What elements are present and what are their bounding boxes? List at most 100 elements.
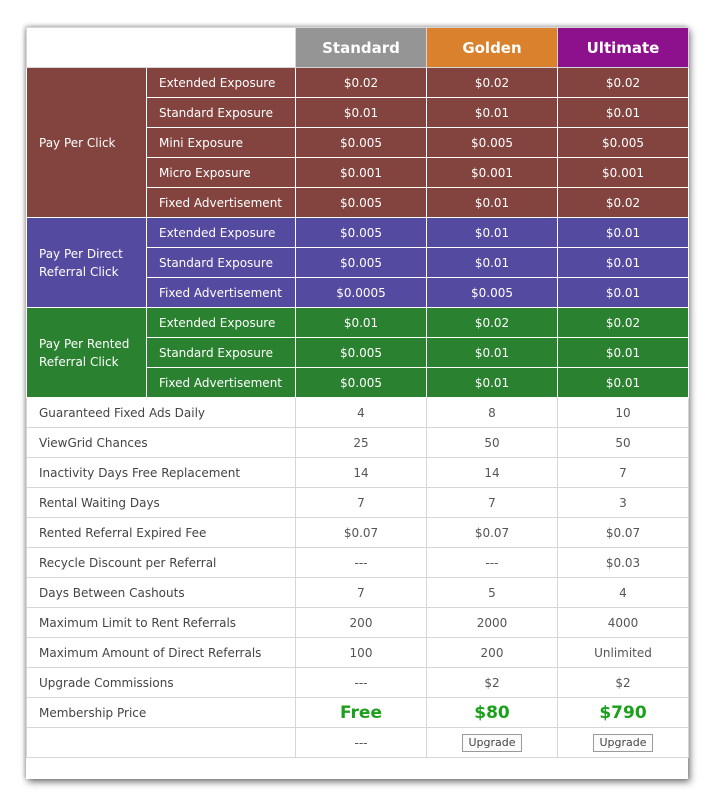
feature-label: Guaranteed Fixed Ads Daily xyxy=(26,397,296,428)
feature-label: Recycle Discount per Referral xyxy=(26,547,296,578)
value-standard: 7 xyxy=(295,577,427,608)
feature-label: Upgrade Commissions xyxy=(26,667,296,698)
value-ultimate: $0.01 xyxy=(557,97,689,128)
value-ultimate: Unlimited xyxy=(557,637,689,668)
feature-row: Maximum Amount of Direct Referrals 100 2… xyxy=(26,637,689,668)
row-label: Fixed Advertisement xyxy=(146,277,296,308)
feature-row: Upgrade Commissions --- $2 $2 xyxy=(26,667,689,698)
feature-label: Rental Waiting Days xyxy=(26,487,296,518)
value-ultimate: $0.02 xyxy=(557,307,689,338)
price-standard: Free xyxy=(295,697,427,728)
feature-row: Days Between Cashouts 7 5 4 xyxy=(26,577,689,608)
upgrade-golden-button[interactable]: Upgrade xyxy=(462,733,522,752)
group-label-direct-referral: Pay Per Direct Referral Click xyxy=(26,217,147,308)
value-golden: $0.01 xyxy=(426,247,558,278)
value-standard: $0.005 xyxy=(295,187,427,218)
value-standard: $0.005 xyxy=(295,127,427,158)
value-golden: $0.02 xyxy=(426,67,558,98)
value-golden: 5 xyxy=(426,577,558,608)
feature-label: Days Between Cashouts xyxy=(26,577,296,608)
feature-label: Maximum Limit to Rent Referrals xyxy=(26,607,296,638)
value-standard: 100 xyxy=(295,637,427,668)
value-standard: $0.0005 xyxy=(295,277,427,308)
group-label-rented-referral: Pay Per Rented Referral Click xyxy=(26,307,147,398)
value-ultimate: $0.001 xyxy=(557,157,689,188)
value-ultimate: $0.01 xyxy=(557,277,689,308)
value-ultimate: 4 xyxy=(557,577,689,608)
value-standard: $0.005 xyxy=(295,217,427,248)
feature-row: Rented Referral Expired Fee $0.07 $0.07 … xyxy=(26,517,689,548)
value-standard: $0.001 xyxy=(295,157,427,188)
value-standard: $0.07 xyxy=(295,517,427,548)
value-standard: $0.005 xyxy=(295,337,427,368)
rented-referral-row: Fixed Advertisement $0.005 $0.01 $0.01 xyxy=(27,367,689,398)
ppc-row: Fixed Advertisement $0.005 $0.01 $0.02 xyxy=(27,187,689,218)
plan-header-standard: Standard xyxy=(295,27,427,68)
value-standard: --- xyxy=(295,667,427,698)
row-label: Standard Exposure xyxy=(146,337,296,368)
value-golden: 8 xyxy=(426,397,558,428)
row-label: Mini Exposure xyxy=(146,127,296,158)
value-golden: $0.005 xyxy=(426,127,558,158)
value-ultimate: $0.07 xyxy=(557,517,689,548)
feature-row: Rental Waiting Days 7 7 3 xyxy=(26,487,689,518)
value-ultimate: $0.01 xyxy=(557,247,689,278)
feature-row: Recycle Discount per Referral --- --- $0… xyxy=(26,547,689,578)
value-golden: $0.005 xyxy=(426,277,558,308)
ppc-row: Micro Exposure $0.001 $0.001 $0.001 xyxy=(27,157,689,188)
value-ultimate: $2 xyxy=(557,667,689,698)
plan-header-ultimate: Ultimate xyxy=(557,27,689,68)
value-standard: $0.005 xyxy=(295,247,427,278)
feature-label: ViewGrid Chances xyxy=(26,427,296,458)
plan-header-row: Standard Golden Ultimate xyxy=(26,27,689,68)
action-golden-cell: Upgrade xyxy=(426,727,558,758)
value-golden: 7 xyxy=(426,487,558,518)
value-golden: $0.01 xyxy=(426,337,558,368)
membership-comparison-panel: Standard Golden Ultimate Pay Per Click E… xyxy=(26,27,689,779)
value-golden: 2000 xyxy=(426,607,558,638)
value-golden: 50 xyxy=(426,427,558,458)
price-ultimate: $790 xyxy=(557,697,689,728)
value-ultimate: 3 xyxy=(557,487,689,518)
value-ultimate: 50 xyxy=(557,427,689,458)
value-standard: 4 xyxy=(295,397,427,428)
value-ultimate: 4000 xyxy=(557,607,689,638)
value-ultimate: $0.01 xyxy=(557,367,689,398)
membership-price-row: Membership Price Free $80 $790 xyxy=(26,697,689,728)
feature-row: Guaranteed Fixed Ads Daily 4 8 10 xyxy=(26,397,689,428)
value-golden: $2 xyxy=(426,667,558,698)
value-ultimate: $0.02 xyxy=(557,67,689,98)
value-ultimate: $0.02 xyxy=(557,187,689,218)
value-standard: $0.02 xyxy=(295,67,427,98)
row-label: Micro Exposure xyxy=(146,157,296,188)
value-standard: 14 xyxy=(295,457,427,488)
action-ultimate-cell: Upgrade xyxy=(557,727,689,758)
value-golden: $0.01 xyxy=(426,187,558,218)
membership-comparison-table: Standard Golden Ultimate Pay Per Click E… xyxy=(26,27,689,758)
value-standard: $0.01 xyxy=(295,97,427,128)
row-label: Standard Exposure xyxy=(146,97,296,128)
value-golden: $0.02 xyxy=(426,307,558,338)
value-standard: 7 xyxy=(295,487,427,518)
row-label: Extended Exposure xyxy=(146,67,296,98)
value-golden: 14 xyxy=(426,457,558,488)
value-standard: $0.005 xyxy=(295,367,427,398)
feature-label: Inactivity Days Free Replacement xyxy=(26,457,296,488)
upgrade-ultimate-button[interactable]: Upgrade xyxy=(593,733,653,752)
feature-row: Inactivity Days Free Replacement 14 14 7 xyxy=(26,457,689,488)
group-label-pay-per-click: Pay Per Click xyxy=(26,67,147,218)
value-standard: 200 xyxy=(295,607,427,638)
rented-referral-row: Pay Per Rented Referral Click Extended E… xyxy=(26,307,689,398)
value-standard: $0.01 xyxy=(295,307,427,338)
value-ultimate: $0.01 xyxy=(557,217,689,248)
header-blank-cell xyxy=(26,27,296,68)
direct-referral-row: Pay Per Direct Referral Click Extended E… xyxy=(26,217,689,308)
row-label: Fixed Advertisement xyxy=(146,187,296,218)
plan-header-golden: Golden xyxy=(426,27,558,68)
membership-price-label: Membership Price xyxy=(26,697,296,728)
value-golden: $0.01 xyxy=(426,97,558,128)
value-golden: $0.001 xyxy=(426,157,558,188)
upgrade-actions-row: --- Upgrade Upgrade xyxy=(26,727,689,758)
rented-referral-row: Standard Exposure $0.005 $0.01 $0.01 xyxy=(27,337,689,368)
row-label: Fixed Advertisement xyxy=(146,367,296,398)
